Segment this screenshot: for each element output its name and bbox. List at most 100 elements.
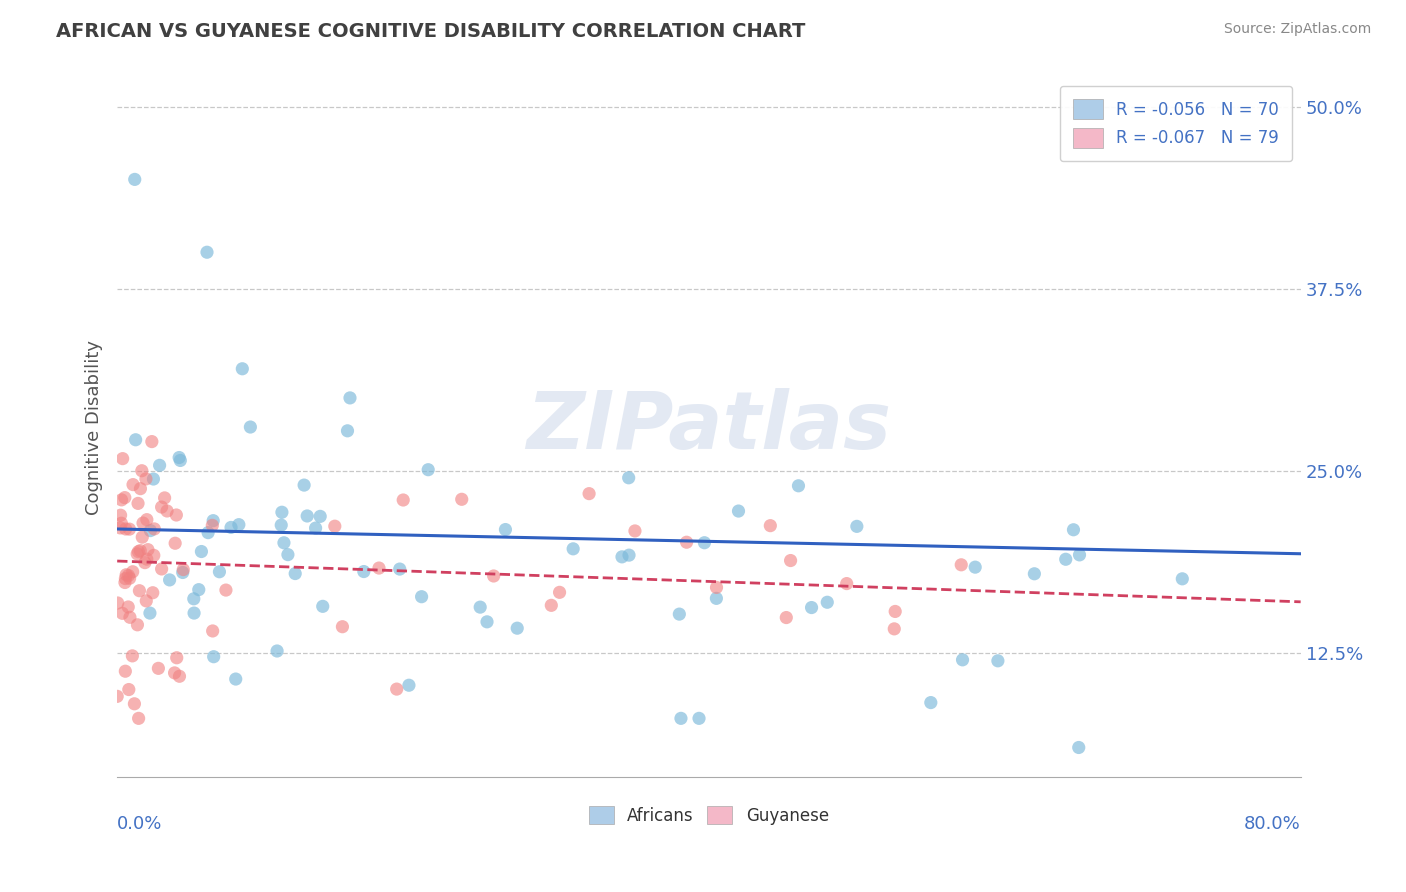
Point bbox=[800, 600, 823, 615]
Point bbox=[127, 544, 149, 558]
Text: 0.0%: 0.0% bbox=[117, 815, 163, 833]
Point bbox=[110, 516, 132, 531]
Point bbox=[1062, 523, 1084, 537]
Point bbox=[114, 522, 136, 536]
Text: AFRICAN VS GUYANESE COGNITIVE DISABILITY CORRELATION CHART: AFRICAN VS GUYANESE COGNITIVE DISABILITY… bbox=[56, 22, 806, 41]
Point bbox=[121, 565, 143, 579]
Point bbox=[131, 530, 153, 544]
Point bbox=[156, 504, 179, 518]
Point bbox=[332, 620, 354, 634]
Point bbox=[129, 482, 152, 496]
Point bbox=[284, 566, 307, 581]
Point bbox=[128, 583, 150, 598]
Point bbox=[624, 524, 647, 538]
Point bbox=[124, 172, 146, 186]
Point bbox=[135, 552, 157, 566]
Point bbox=[787, 479, 810, 493]
Point bbox=[450, 492, 472, 507]
Point bbox=[110, 492, 132, 507]
Point bbox=[392, 493, 415, 508]
Point bbox=[183, 606, 205, 620]
Point bbox=[388, 562, 411, 576]
Point bbox=[141, 434, 163, 449]
Point bbox=[418, 463, 440, 477]
Point bbox=[172, 566, 194, 580]
Point bbox=[1069, 548, 1091, 562]
Text: 80.0%: 80.0% bbox=[1244, 815, 1301, 833]
Point bbox=[506, 621, 529, 635]
Point bbox=[470, 600, 492, 615]
Point bbox=[920, 696, 942, 710]
Point bbox=[323, 519, 346, 533]
Point bbox=[169, 669, 191, 683]
Point bbox=[139, 606, 162, 620]
Point bbox=[197, 525, 219, 540]
Point bbox=[114, 491, 136, 505]
Point bbox=[884, 604, 907, 618]
Point bbox=[118, 682, 141, 697]
Point bbox=[115, 567, 138, 582]
Point bbox=[706, 581, 728, 595]
Point bbox=[759, 518, 782, 533]
Point bbox=[271, 505, 294, 519]
Point bbox=[134, 556, 156, 570]
Point bbox=[475, 615, 498, 629]
Point bbox=[124, 697, 146, 711]
Point bbox=[187, 582, 209, 597]
Point bbox=[202, 649, 225, 664]
Point bbox=[292, 478, 315, 492]
Point bbox=[562, 541, 585, 556]
Point bbox=[142, 549, 165, 563]
Point bbox=[131, 464, 153, 478]
Point bbox=[688, 711, 710, 725]
Point bbox=[163, 665, 186, 680]
Point bbox=[202, 514, 225, 528]
Point bbox=[312, 599, 335, 614]
Point bbox=[845, 519, 868, 533]
Point bbox=[105, 690, 128, 704]
Point bbox=[195, 245, 218, 260]
Point bbox=[1067, 740, 1090, 755]
Point bbox=[336, 424, 359, 438]
Point bbox=[153, 491, 176, 505]
Point bbox=[169, 453, 191, 467]
Point bbox=[779, 553, 801, 567]
Point bbox=[215, 583, 238, 598]
Point bbox=[617, 548, 640, 562]
Point bbox=[727, 504, 749, 518]
Y-axis label: Cognitive Disability: Cognitive Disability bbox=[86, 340, 103, 515]
Point bbox=[190, 544, 212, 558]
Point bbox=[143, 522, 166, 536]
Point bbox=[225, 672, 247, 686]
Point bbox=[165, 536, 187, 550]
Point bbox=[693, 535, 716, 549]
Point bbox=[127, 617, 149, 632]
Point bbox=[368, 561, 391, 575]
Point bbox=[1024, 566, 1046, 581]
Point bbox=[142, 472, 165, 486]
Point bbox=[277, 548, 299, 562]
Point bbox=[111, 607, 134, 621]
Point bbox=[270, 518, 292, 533]
Point bbox=[135, 594, 157, 608]
Point bbox=[617, 471, 640, 485]
Point bbox=[385, 682, 408, 697]
Point bbox=[775, 610, 797, 624]
Point bbox=[114, 575, 136, 590]
Legend: Africans, Guyanese: Africans, Guyanese bbox=[582, 799, 835, 831]
Point bbox=[266, 644, 288, 658]
Point bbox=[165, 508, 187, 522]
Point bbox=[353, 565, 375, 579]
Point bbox=[135, 472, 157, 486]
Point bbox=[148, 661, 170, 675]
Point bbox=[118, 522, 141, 536]
Point bbox=[208, 565, 231, 579]
Point bbox=[139, 524, 162, 538]
Point bbox=[121, 648, 143, 663]
Point bbox=[398, 678, 420, 692]
Point bbox=[150, 500, 173, 514]
Point bbox=[107, 596, 129, 610]
Point bbox=[127, 496, 149, 510]
Point bbox=[950, 558, 973, 572]
Point bbox=[129, 543, 152, 558]
